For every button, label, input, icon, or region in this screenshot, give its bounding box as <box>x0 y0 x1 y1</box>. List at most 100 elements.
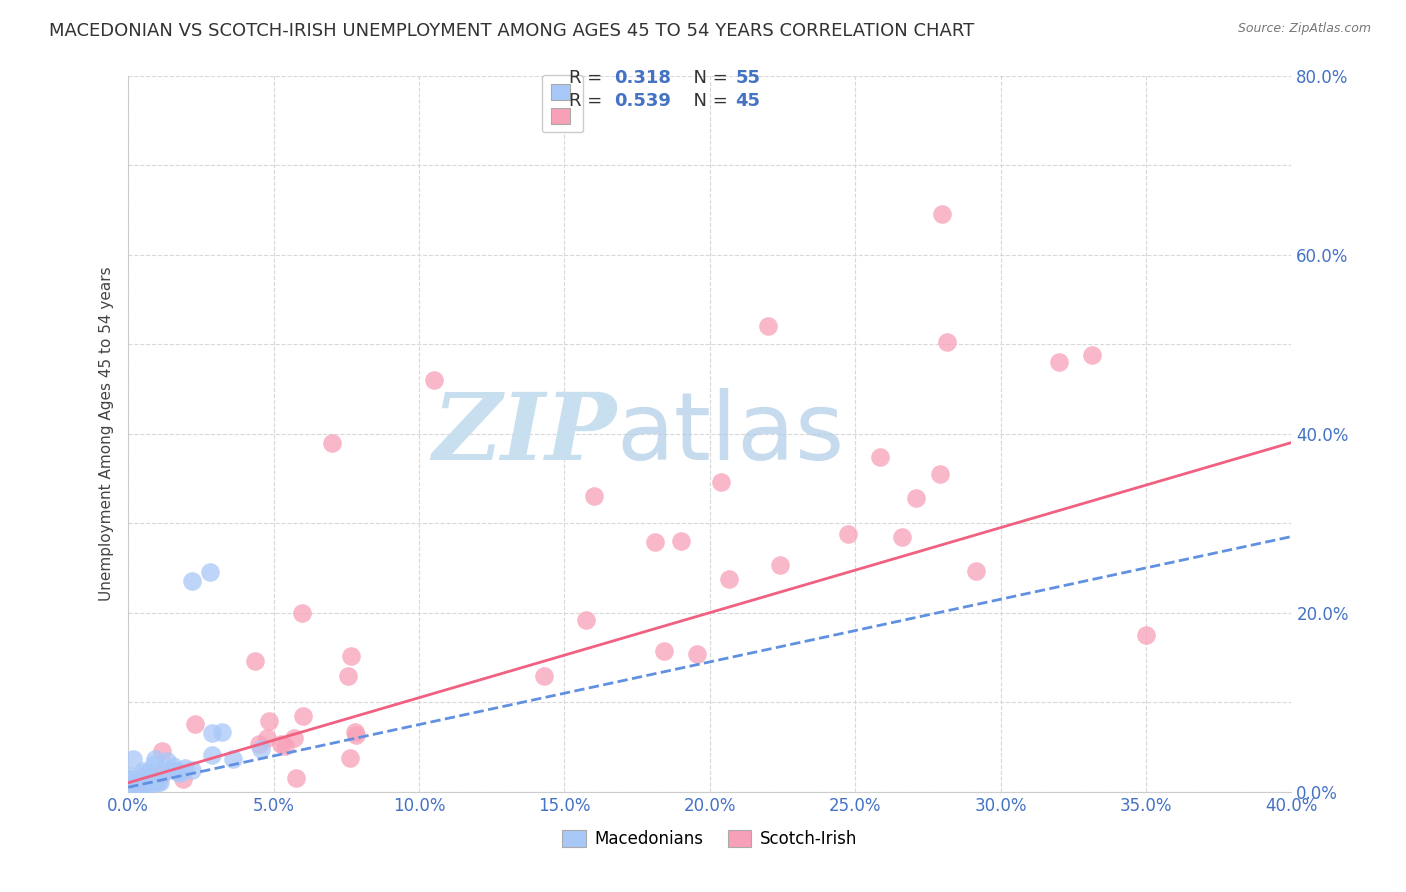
Point <box>174 761 197 775</box>
Point <box>201 748 224 763</box>
Point <box>344 728 367 742</box>
Point <box>138 772 160 787</box>
Point <box>134 774 156 789</box>
Point <box>869 450 891 464</box>
Point <box>131 776 153 790</box>
Point <box>181 574 204 589</box>
Point <box>718 572 741 586</box>
Point <box>652 644 675 658</box>
Text: MACEDONIAN VS SCOTCH-IRISH UNEMPLOYMENT AMONG AGES 45 TO 54 YEARS CORRELATION CH: MACEDONIAN VS SCOTCH-IRISH UNEMPLOYMENT … <box>49 22 974 40</box>
Point <box>134 779 156 793</box>
Point <box>120 769 142 783</box>
Point <box>150 767 173 781</box>
Point <box>156 754 179 768</box>
Point <box>575 614 598 628</box>
Point <box>250 742 273 756</box>
Point <box>284 771 307 785</box>
Point <box>138 772 160 787</box>
Point <box>125 774 148 789</box>
Point <box>422 373 444 387</box>
Point <box>292 709 315 723</box>
Point <box>273 739 295 753</box>
Point <box>156 763 179 777</box>
Point <box>145 774 167 789</box>
Point <box>339 750 361 764</box>
Y-axis label: Unemployment Among Ages 45 to 54 years: Unemployment Among Ages 45 to 54 years <box>100 267 114 601</box>
Point <box>929 467 952 481</box>
Point <box>141 776 163 790</box>
Point <box>343 725 366 739</box>
Point <box>222 752 245 766</box>
Point <box>138 766 160 780</box>
Point <box>837 526 859 541</box>
Point <box>257 714 280 728</box>
Point <box>162 758 184 772</box>
Point <box>1135 628 1157 642</box>
Point <box>243 654 266 668</box>
Legend: Macedonians, Scotch-Irish: Macedonians, Scotch-Irish <box>555 823 863 855</box>
Point <box>180 763 202 777</box>
Point <box>139 777 162 791</box>
Point <box>122 752 145 766</box>
Point <box>339 648 361 663</box>
Point <box>172 772 194 787</box>
Point <box>669 534 692 549</box>
Point <box>120 784 142 798</box>
Point <box>125 779 148 793</box>
Text: R =: R = <box>569 70 609 87</box>
Text: R =: R = <box>569 92 609 110</box>
Point <box>769 558 792 573</box>
Point <box>166 764 188 779</box>
Point <box>685 647 707 661</box>
Point <box>143 757 166 772</box>
Point <box>152 744 174 758</box>
Point <box>128 776 150 790</box>
Point <box>118 772 141 786</box>
Point <box>201 725 224 739</box>
Point <box>184 717 207 731</box>
Point <box>131 777 153 791</box>
Point <box>139 772 162 786</box>
Point <box>256 731 278 745</box>
Text: N =: N = <box>682 92 734 110</box>
Point <box>128 776 150 790</box>
Point <box>132 764 155 779</box>
Text: N =: N = <box>682 70 734 87</box>
Point <box>211 725 233 739</box>
Text: Source: ZipAtlas.com: Source: ZipAtlas.com <box>1237 22 1371 36</box>
Point <box>290 606 312 620</box>
Text: 45: 45 <box>735 92 761 110</box>
Point <box>965 564 987 578</box>
Point <box>283 731 305 745</box>
Point <box>533 668 555 682</box>
Point <box>127 772 149 787</box>
Point <box>146 774 169 789</box>
Text: ZIP: ZIP <box>433 389 617 479</box>
Text: atlas: atlas <box>617 388 845 480</box>
Point <box>1081 348 1104 362</box>
Point <box>931 207 953 221</box>
Point <box>120 772 142 787</box>
Point <box>710 475 733 489</box>
Point <box>143 752 166 766</box>
Point <box>905 491 928 505</box>
Point <box>124 776 146 790</box>
Point <box>198 566 221 580</box>
Point <box>337 669 360 683</box>
Point <box>247 737 270 751</box>
Point <box>1049 355 1071 369</box>
Point <box>936 334 959 349</box>
Point <box>169 766 191 780</box>
Point <box>321 435 343 450</box>
Point <box>149 775 172 789</box>
Text: 0.539: 0.539 <box>614 92 671 110</box>
Point <box>270 737 292 751</box>
Point <box>134 765 156 780</box>
Point <box>644 535 666 549</box>
Text: 55: 55 <box>735 70 761 87</box>
Point <box>756 319 779 334</box>
Point <box>170 765 193 780</box>
Point <box>141 772 163 786</box>
Point <box>141 772 163 786</box>
Point <box>582 489 605 503</box>
